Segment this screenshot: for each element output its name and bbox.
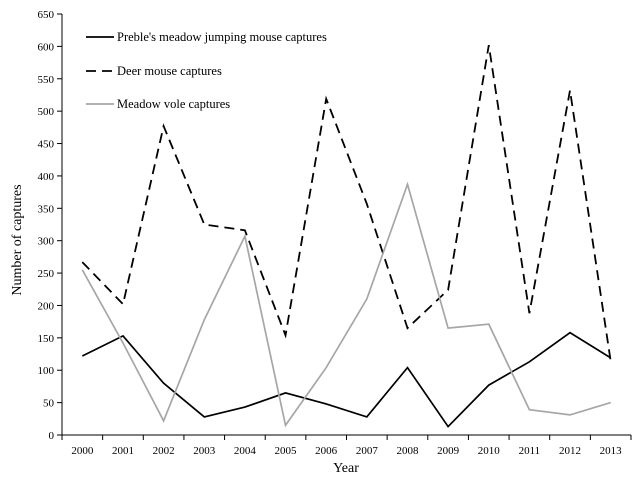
y-tick-label: 300 xyxy=(38,236,55,248)
y-tick-label: 150 xyxy=(38,333,55,345)
x-tick-label: 2007 xyxy=(356,445,379,457)
legend-label: Preble's meadow jumping mouse captures xyxy=(117,30,327,44)
x-tick-label: 2005 xyxy=(275,445,298,457)
legend-label: Deer mouse captures xyxy=(117,64,222,78)
y-tick-label: 600 xyxy=(38,41,55,53)
y-tick-label: 350 xyxy=(38,203,55,215)
y-tick-label: 650 xyxy=(38,9,55,21)
legend-label: Meadow vole captures xyxy=(117,97,230,111)
y-tick-label: 500 xyxy=(38,106,55,118)
x-tick-label: 2013 xyxy=(600,445,623,457)
x-tick-label: 2010 xyxy=(478,445,501,457)
y-tick-label: 0 xyxy=(49,430,55,442)
x-tick-label: 2009 xyxy=(437,445,460,457)
x-tick-label: 2012 xyxy=(559,445,581,457)
legend: Preble's meadow jumping mouse captures De… xyxy=(86,30,327,111)
y-tick-label: 100 xyxy=(38,365,55,377)
y-axis-title: Number of captures xyxy=(10,184,25,295)
x-tick-label: 2008 xyxy=(396,445,419,457)
series-layer xyxy=(81,44,612,428)
series-line-preble-s-meadow-jumping-mouse-captures xyxy=(81,331,612,428)
x-axis-title: Year xyxy=(333,461,359,476)
y-tick-label: 450 xyxy=(38,139,55,151)
y-axis: 0 50 100 150 200 250 300 350 400 450 500 550 600 650 xyxy=(38,9,63,442)
x-tick-label: 2006 xyxy=(315,445,338,457)
y-tick-label: 550 xyxy=(38,74,55,86)
x-axis: 2000 2001 2002 2003 2004 2005 2006 2007 2008 2009… xyxy=(61,434,632,457)
y-tick-label: 50 xyxy=(43,398,55,410)
x-tick-label: 2000 xyxy=(71,445,94,457)
x-tick-label: 2002 xyxy=(153,445,175,457)
x-tick-label: 2004 xyxy=(234,445,257,457)
series-line-deer-mouse-captures xyxy=(81,44,612,362)
y-tick-label: 200 xyxy=(38,300,55,312)
x-tick-label: 2011 xyxy=(519,445,541,457)
y-tick-label: 400 xyxy=(38,171,55,183)
y-tick-label: 250 xyxy=(38,268,55,280)
x-tick-label: 2003 xyxy=(193,445,216,457)
series-line-meadow-vole-captures xyxy=(81,181,611,428)
x-tick-label: 2001 xyxy=(112,445,134,457)
